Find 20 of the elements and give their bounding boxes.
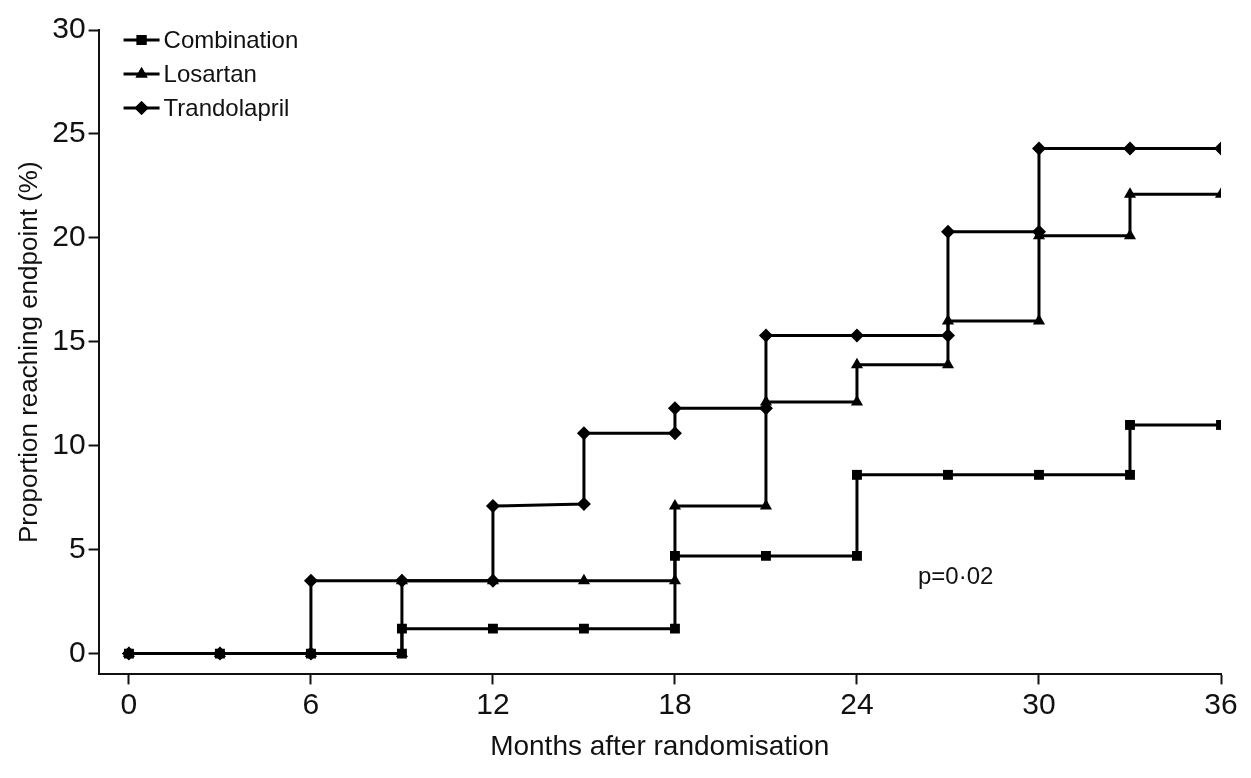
annotation: p=0·02	[917, 562, 994, 590]
legend-label: Trandolapril	[163, 93, 290, 121]
y-axis-title: Proportion reaching endpoint (%)	[12, 161, 43, 543]
x-tick-label: 18	[658, 686, 692, 720]
y-tick-label: 25	[52, 115, 86, 149]
x-tick-label: 12	[476, 686, 510, 720]
x-axis-title: Months after randomisation	[490, 729, 830, 761]
y-tick-label: 20	[52, 219, 86, 253]
y-tick-label: 30	[52, 11, 86, 45]
x-tick-label: 6	[302, 686, 320, 720]
legend-label: Losartan	[163, 59, 257, 87]
y-tick-label: 10	[52, 427, 86, 461]
x-tick-label: 0	[120, 686, 138, 720]
y-tick-label: 0	[68, 634, 86, 668]
y-tick-label: 5	[68, 530, 86, 564]
x-tick-label: 30	[1022, 686, 1056, 720]
x-tick-label: 24	[840, 686, 874, 720]
legend-label: Combination	[163, 25, 299, 53]
x-tick-label: 36	[1204, 686, 1238, 720]
y-tick-label: 15	[52, 323, 86, 357]
